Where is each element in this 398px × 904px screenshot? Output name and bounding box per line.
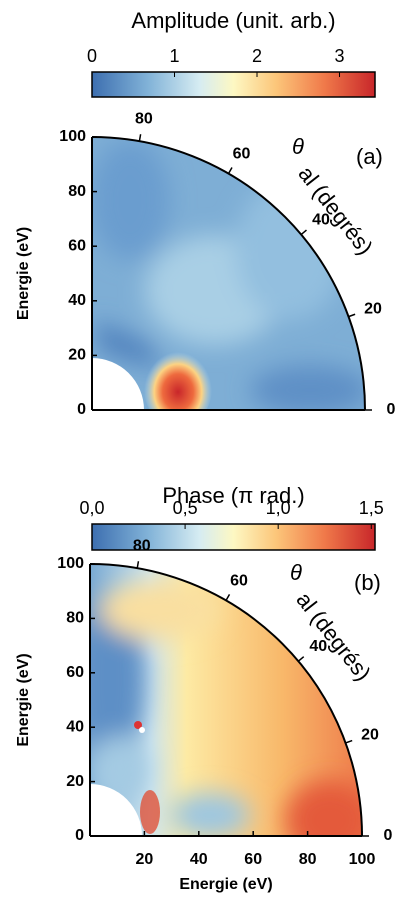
theta-tick <box>345 739 353 744</box>
colorbar-tick-label: 1,5 <box>359 498 384 518</box>
colorbar-tick-label: 0,0 <box>79 498 104 518</box>
arc <box>91 136 366 411</box>
theta-tick <box>297 656 305 662</box>
colorbar-tick-label: 3 <box>335 46 345 66</box>
theta-tick <box>348 313 356 318</box>
x-tick-label: 60 <box>244 851 262 868</box>
theta-tick-label: 20 <box>364 300 382 317</box>
arc <box>89 563 363 837</box>
colorbar-tick-label: 0,5 <box>173 498 198 518</box>
theta-symbol: θ <box>290 560 302 585</box>
theta-tick-label: 0 <box>384 827 393 844</box>
theta-tick-label: 80 <box>135 111 153 128</box>
y-tick-label: 80 <box>66 610 84 627</box>
y-tick-label: 0 <box>75 827 84 844</box>
theta-tick <box>136 561 140 569</box>
y-tick-label: 0 <box>77 401 86 418</box>
panel-label: (a) <box>356 144 383 169</box>
theta-tick <box>225 594 231 601</box>
colorbar-tick-label: 1,0 <box>266 498 291 518</box>
theta-tick-label: 40 <box>309 638 327 655</box>
colorbar-title: Amplitude (unit. arb.) <box>131 8 335 33</box>
x-tick-label: 40 <box>190 851 208 868</box>
panel-label: (b) <box>354 570 381 595</box>
colorbar-title: Phase (π rad.) <box>162 483 304 508</box>
y-tick-label: 100 <box>57 555 84 572</box>
theta-symbol: θ <box>292 134 304 159</box>
theta-tick-label: 40 <box>312 212 330 229</box>
theta-tick-label: 20 <box>361 727 379 744</box>
y-tick-label: 60 <box>68 237 86 254</box>
y-tick-label: 20 <box>68 347 86 364</box>
y-tick-label: 20 <box>66 773 84 790</box>
colorbar-tick-label: 2 <box>252 46 262 66</box>
y-tick-label: 40 <box>66 718 84 735</box>
theta-tick-label: 0 <box>387 401 396 418</box>
y-axis-label: Energie (eV) <box>15 653 32 746</box>
x-tick-label: 20 <box>136 851 154 868</box>
theta-tick-label: 80 <box>133 538 151 555</box>
y-tick-label: 40 <box>68 292 86 309</box>
colorbar <box>91 71 376 98</box>
x-tick-label: 80 <box>299 851 317 868</box>
colorbar-tick-label: 1 <box>169 46 179 66</box>
y-tick-label: 60 <box>66 664 84 681</box>
colorbar <box>91 523 376 551</box>
x-tick-label: 100 <box>349 851 376 868</box>
y-tick-label: 80 <box>68 183 86 200</box>
x-axis-label: Energie (eV) <box>179 876 272 893</box>
y-tick-label: 100 <box>59 128 86 145</box>
theta-tick <box>138 134 142 142</box>
theta-tick <box>300 229 307 236</box>
theta-tick-label: 60 <box>230 573 248 590</box>
theta-tick-label: 60 <box>233 146 251 163</box>
y-axis-label: Energie (eV) <box>15 227 32 320</box>
colorbar-tick-label: 0 <box>87 46 97 66</box>
theta-tick <box>227 167 233 174</box>
